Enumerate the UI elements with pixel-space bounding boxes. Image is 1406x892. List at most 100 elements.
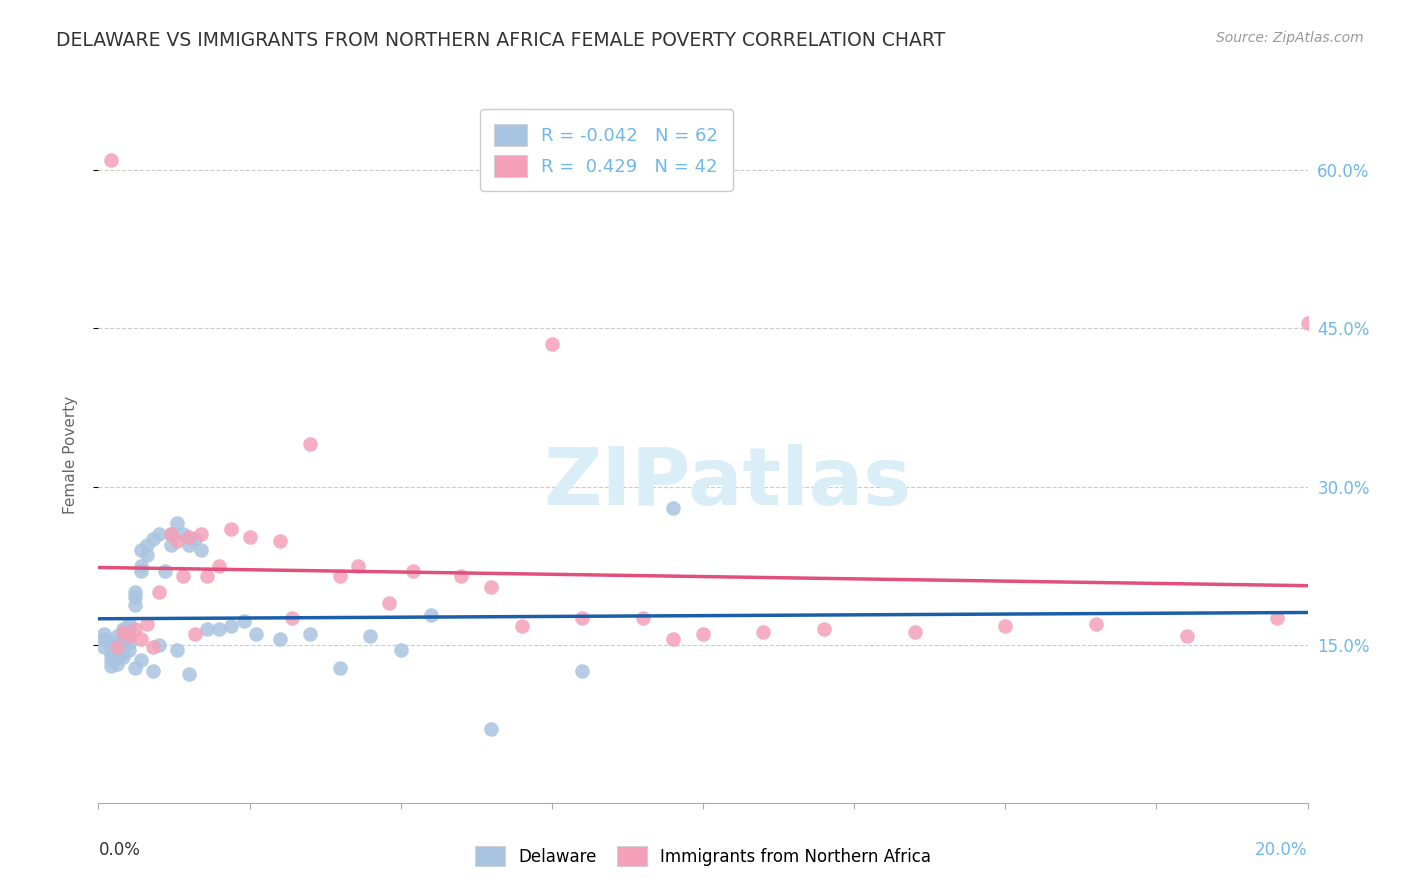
Point	[93, 632, 115, 647]
Point	[195, 622, 218, 636]
Point	[100, 658, 122, 673]
Point	[195, 569, 218, 583]
Point	[329, 569, 352, 583]
Point	[118, 629, 141, 643]
Point	[118, 629, 141, 643]
Point	[232, 615, 254, 629]
Point	[813, 622, 835, 636]
Point	[124, 585, 146, 599]
Point	[111, 632, 134, 647]
Point	[540, 337, 562, 351]
Point	[148, 585, 170, 599]
Point	[692, 627, 714, 641]
Point	[631, 611, 654, 625]
Point	[179, 667, 201, 681]
Point	[118, 616, 141, 631]
Text: 0.0%: 0.0%	[98, 841, 141, 859]
Text: Source: ZipAtlas.com: Source: ZipAtlas.com	[1216, 31, 1364, 45]
Point	[269, 632, 291, 647]
Point	[135, 616, 157, 631]
Point	[129, 653, 152, 667]
Text: DELAWARE VS IMMIGRANTS FROM NORTHERN AFRICA FEMALE POVERTY CORRELATION CHART: DELAWARE VS IMMIGRANTS FROM NORTHERN AFR…	[56, 31, 945, 50]
Point	[347, 558, 370, 573]
Point	[239, 530, 262, 544]
Point	[281, 611, 304, 625]
Point	[100, 653, 122, 667]
Point	[129, 564, 152, 578]
Point	[1175, 629, 1198, 643]
Point	[662, 500, 685, 515]
Point	[105, 643, 128, 657]
Point	[481, 722, 503, 736]
Point	[190, 527, 212, 541]
Point	[571, 611, 593, 625]
Point	[105, 657, 128, 671]
Point	[105, 640, 128, 654]
Point	[160, 527, 183, 541]
Point	[360, 629, 382, 643]
Point	[111, 650, 134, 665]
Point	[166, 643, 188, 657]
Point	[148, 638, 170, 652]
Point	[184, 627, 207, 641]
Point	[111, 625, 134, 640]
Point	[129, 632, 152, 647]
Point	[994, 618, 1017, 632]
Point	[190, 542, 212, 557]
Point	[148, 527, 170, 541]
Point	[124, 661, 146, 675]
Point	[105, 638, 128, 652]
Point	[135, 537, 157, 551]
Point	[111, 646, 134, 660]
Point	[166, 516, 188, 531]
Point	[142, 664, 165, 678]
Point	[100, 153, 122, 167]
Point	[221, 522, 243, 536]
Point	[299, 437, 322, 451]
Point	[105, 650, 128, 665]
Point	[129, 542, 152, 557]
Point	[662, 632, 685, 647]
Point	[124, 598, 146, 612]
Point	[377, 595, 399, 609]
Point	[208, 558, 231, 573]
Point	[571, 664, 593, 678]
Point	[1085, 616, 1108, 631]
Point	[124, 591, 146, 605]
Point	[450, 569, 472, 583]
Point	[1267, 611, 1289, 625]
Point	[118, 622, 141, 636]
Point	[245, 627, 267, 641]
Point	[179, 530, 201, 544]
Point	[153, 564, 176, 578]
Point	[510, 618, 533, 632]
Point	[129, 558, 152, 573]
Point	[142, 640, 165, 654]
Point	[420, 608, 443, 623]
Point	[752, 625, 775, 640]
Point	[100, 648, 122, 663]
Point	[389, 643, 412, 657]
Point	[208, 622, 231, 636]
Point	[124, 622, 146, 636]
Text: 20.0%: 20.0%	[1256, 841, 1308, 859]
Point	[118, 635, 141, 649]
Point	[135, 548, 157, 562]
Point	[105, 629, 128, 643]
Point	[93, 640, 115, 654]
Point	[402, 564, 425, 578]
Point	[179, 537, 201, 551]
Point	[1296, 316, 1319, 330]
Legend: R = -0.042   N = 62, R =  0.429   N = 42: R = -0.042 N = 62, R = 0.429 N = 42	[479, 109, 733, 191]
Point	[160, 527, 183, 541]
Text: ZIPatlas: ZIPatlas	[543, 443, 911, 522]
Point	[172, 527, 194, 541]
Legend: Delaware, Immigrants from Northern Africa: Delaware, Immigrants from Northern Afric…	[467, 838, 939, 875]
Point	[166, 534, 188, 549]
Point	[221, 618, 243, 632]
Point	[142, 533, 165, 547]
Y-axis label: Female Poverty: Female Poverty	[63, 396, 77, 514]
Point	[172, 569, 194, 583]
Point	[118, 643, 141, 657]
Point	[299, 627, 322, 641]
